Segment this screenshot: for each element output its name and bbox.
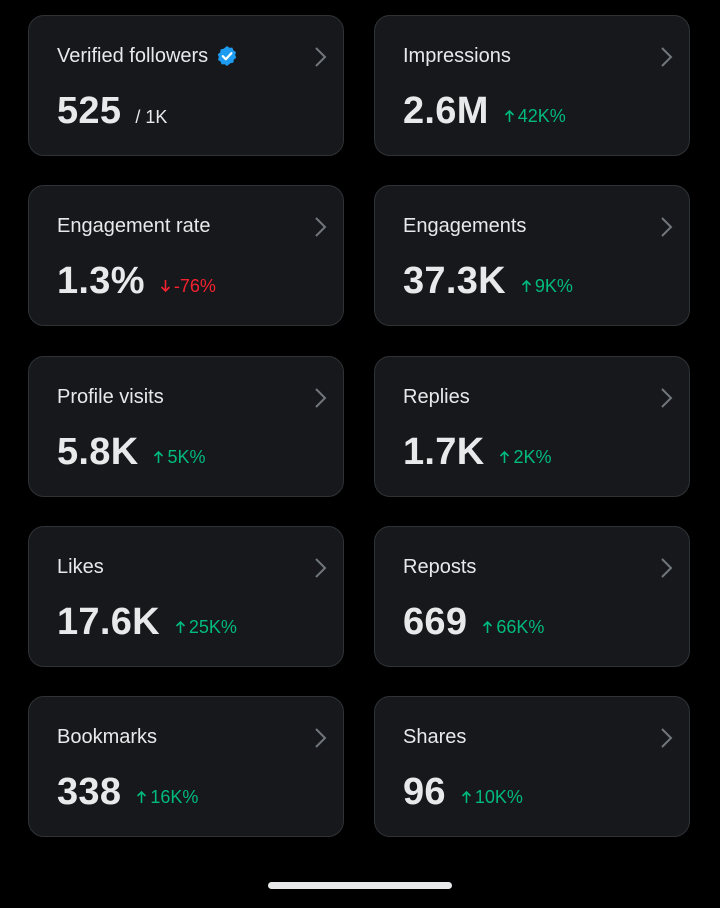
metric-change-text: 42K% xyxy=(517,105,566,126)
arrow-up-icon xyxy=(461,790,471,803)
chevron-right-icon xyxy=(661,388,673,408)
metric-change: 2K% xyxy=(499,446,552,468)
card-shares[interactable]: Shares 96 10K% xyxy=(374,696,690,837)
metric-value: 1.7K xyxy=(403,431,485,473)
metric-change-text: 25K% xyxy=(188,616,237,637)
metric-change: 5K% xyxy=(153,446,206,468)
metric-value: 5.8K xyxy=(57,431,139,473)
card-likes[interactable]: Likes 17.6K 25K% xyxy=(28,526,344,667)
card-reposts[interactable]: Reposts 669 66K% xyxy=(374,526,690,667)
chevron-right-icon xyxy=(661,558,673,578)
chevron-right-icon xyxy=(661,217,673,237)
metric-change-text: 9K% xyxy=(534,275,573,296)
metric-value: 2.6M xyxy=(403,90,489,132)
chevron-right-icon xyxy=(661,47,673,67)
card-label-text: Engagement rate xyxy=(57,215,211,237)
metric-change: 25K% xyxy=(175,617,237,638)
metric-change: -76% xyxy=(160,276,216,297)
arrow-down-icon xyxy=(160,280,170,293)
card-label-text: Verified followers xyxy=(57,45,209,67)
card-engagement-rate[interactable]: Engagement rate 1.3% -76% xyxy=(28,185,344,326)
metric-change-text: 66K% xyxy=(496,616,545,637)
metric-change-text: 10K% xyxy=(474,786,523,807)
metric-change: 10K% xyxy=(461,787,523,808)
metric-change: 9K% xyxy=(521,276,573,297)
chevron-right-icon xyxy=(315,217,327,237)
card-label-text: Engagements xyxy=(403,215,527,237)
card-label-text: Bookmarks xyxy=(57,726,158,748)
card-label-text: Profile visits xyxy=(57,386,164,408)
card-label-text: Reposts xyxy=(403,556,477,578)
metric-value: 37.3K xyxy=(403,260,506,302)
card-label: Verified followers xyxy=(57,44,238,68)
arrow-up-icon xyxy=(483,620,493,633)
chevron-right-icon xyxy=(315,728,327,748)
card-verified-followers[interactable]: Verified followers 525 / 1K xyxy=(28,15,344,156)
arrow-up-icon xyxy=(175,620,185,633)
metric-change-text: 16K% xyxy=(150,786,199,807)
card-engagements[interactable]: Engagements 37.3K 9K% xyxy=(374,185,690,326)
metric-value: 669 xyxy=(403,601,468,643)
metric-value: 96 xyxy=(403,771,446,813)
metric-value: 1.3% xyxy=(57,260,145,302)
metric-value: 338 xyxy=(57,771,122,813)
home-indicator[interactable] xyxy=(268,882,452,889)
chevron-right-icon xyxy=(315,388,327,408)
card-impressions[interactable]: Impressions 2.6M 42K% xyxy=(374,15,690,156)
metric-value: 17.6K xyxy=(57,601,160,643)
card-label-text: Likes xyxy=(57,556,104,578)
card-bookmarks[interactable]: Bookmarks 338 16K% xyxy=(28,696,344,837)
metric-value: 525 xyxy=(57,90,122,132)
chevron-right-icon xyxy=(315,558,327,578)
metric-change: 16K% xyxy=(136,787,198,808)
metric-denominator: / 1K xyxy=(135,107,168,127)
chevron-right-icon xyxy=(661,728,673,748)
card-label-text: Replies xyxy=(403,386,470,408)
card-replies[interactable]: Replies 1.7K 2K% xyxy=(374,356,690,497)
card-profile-visits[interactable]: Profile visits 5.8K 5K% xyxy=(28,356,344,497)
arrow-up-icon xyxy=(521,279,531,292)
chevron-right-icon xyxy=(315,47,327,67)
arrow-up-icon xyxy=(137,790,147,803)
metric-change-text: 2K% xyxy=(513,446,552,467)
metric-change: 42K% xyxy=(504,106,566,127)
card-label-text: Shares xyxy=(403,726,467,748)
metric-change: 66K% xyxy=(482,617,544,638)
arrow-up-icon xyxy=(504,109,514,122)
metric-change-text: 5K% xyxy=(167,446,206,467)
verified-badge-icon xyxy=(217,46,237,66)
arrow-up-icon xyxy=(500,450,510,463)
arrow-up-icon xyxy=(154,450,164,463)
metric-change-text: -76% xyxy=(173,275,216,296)
card-label-text: Impressions xyxy=(403,45,511,67)
